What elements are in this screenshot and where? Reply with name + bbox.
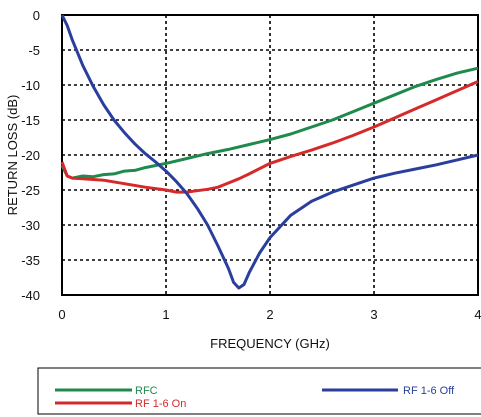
y-tick-label: -35 xyxy=(21,253,40,268)
grid xyxy=(62,15,478,295)
y-axis-title: RETURN LOSS (dB) xyxy=(5,95,20,216)
x-tick-label: 2 xyxy=(266,307,273,322)
y-tick-label: -10 xyxy=(21,78,40,93)
y-tick-label: -40 xyxy=(21,288,40,303)
y-tick-label: -5 xyxy=(28,43,40,58)
y-tick-label: -30 xyxy=(21,218,40,233)
y-tick-label: -15 xyxy=(21,113,40,128)
y-tick-label: -20 xyxy=(21,148,40,163)
legend-label-rf-1-6-off: RF 1-6 Off xyxy=(403,385,455,397)
x-axis-title: FREQUENCY (GHz) xyxy=(210,336,330,351)
legend-label-rf-1-6-on: RF 1-6 On xyxy=(135,398,186,410)
y-tick-label: -25 xyxy=(21,183,40,198)
legend-label-rfc: RFC xyxy=(135,385,158,397)
x-tick-label: 0 xyxy=(58,307,65,322)
x-tick-label: 3 xyxy=(370,307,377,322)
x-tick-label: 1 xyxy=(162,307,169,322)
x-tick-label: 4 xyxy=(474,307,481,322)
series-line-rfc xyxy=(60,66,479,180)
series-line-rf-1-6-off xyxy=(60,14,479,290)
y-tick-label: 0 xyxy=(33,8,40,23)
series-lines xyxy=(60,14,479,290)
tick-labels: 0 1 2 3 4 0 -5 -10 -15 -20 -25 -30 -35 -40 xyxy=(21,8,481,322)
series-line-rf-1-6-on xyxy=(60,80,479,194)
